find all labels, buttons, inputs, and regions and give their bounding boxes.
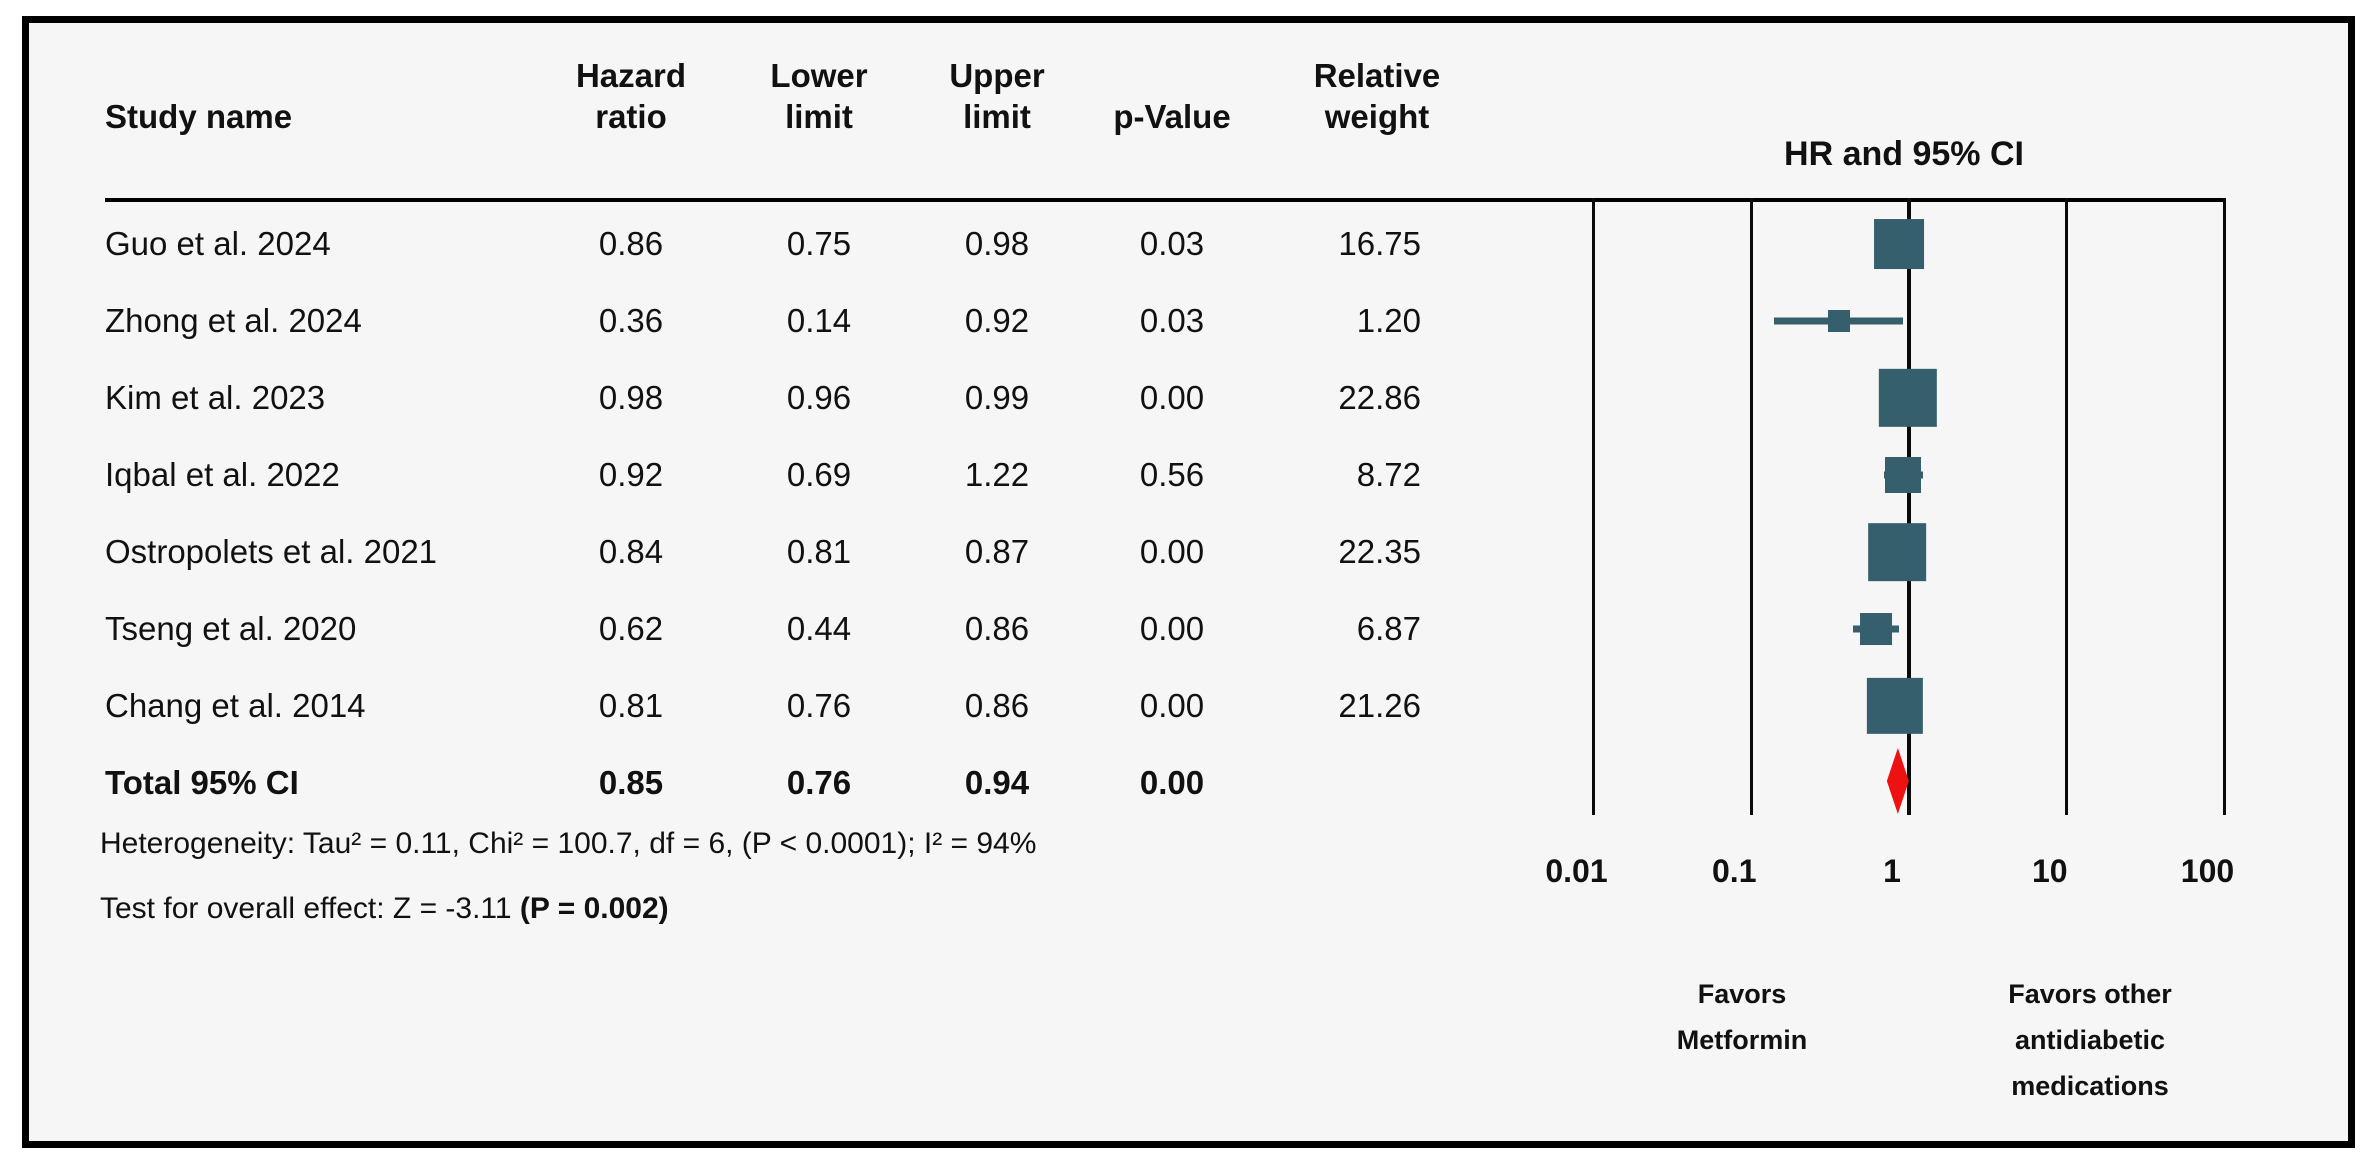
plot-title: HR and 95% CI <box>1784 135 2024 173</box>
study-name-cell: Guo et al. 2024 <box>105 225 331 262</box>
lower-limit-cell: 0.76 <box>786 764 852 801</box>
upper-limit-cell: 0.94 <box>964 764 1030 801</box>
hazard-ratio-cell: 0.36 <box>598 302 664 339</box>
lower-limit-cell: 0.81 <box>786 533 852 570</box>
table-row-total: Total 95% CI 0.85 0.76 0.94 0.00 <box>29 745 1449 822</box>
column-header-upper-limit: Upper limit <box>949 57 1045 135</box>
study-name-cell: Ostropolets et al. 2021 <box>105 533 438 570</box>
upper-limit-cell: 0.86 <box>964 610 1030 647</box>
hazard-ratio-cell: 0.81 <box>598 687 664 724</box>
axis-tick-label: 100 <box>2180 853 2235 889</box>
hr-point-marker <box>1868 523 1926 581</box>
axis-gridline <box>2065 198 2069 815</box>
hr-point-marker <box>1878 368 1937 428</box>
study-name-cell: Zhong et al. 2024 <box>105 302 362 339</box>
axis-gridline <box>1907 198 1911 815</box>
table-row: Guo et al. 2024 0.86 0.75 0.98 0.03 16.75 <box>29 206 1449 283</box>
hr-point-marker <box>1828 310 1850 332</box>
hazard-ratio-cell: 0.84 <box>598 533 664 570</box>
p-value-cell: 0.00 <box>1139 379 1205 416</box>
p-value-cell: 0.03 <box>1139 225 1205 262</box>
relative-weight-cell: 1.20 <box>1356 302 1421 339</box>
hr-point-marker <box>1885 456 1922 494</box>
study-name-cell: Total 95% CI <box>105 764 299 801</box>
p-value-cell: 0.00 <box>1139 533 1205 570</box>
hr-point-marker <box>1866 677 1923 735</box>
total-diamond-marker <box>1886 748 1909 814</box>
column-header-hazard-ratio: Hazard ratio <box>575 57 687 135</box>
column-header-lower-limit: Lower limit <box>770 57 868 135</box>
table-row: Chang et al. 2014 0.81 0.76 0.86 0.00 21.26 <box>29 668 1449 745</box>
hazard-ratio-cell: 0.98 <box>598 379 664 416</box>
table-row: Tseng et al. 2020 0.62 0.44 0.86 0.00 6.87 <box>29 591 1449 668</box>
lower-limit-cell: 0.76 <box>786 687 852 724</box>
p-value-cell: 0.00 <box>1139 610 1205 647</box>
column-header-study-name: Study name <box>105 98 293 135</box>
lower-limit-cell: 0.96 <box>786 379 852 416</box>
axis-gridline <box>2223 198 2226 815</box>
axis-tick-label: 1 <box>1883 853 1901 889</box>
table-row: Iqbal et al. 2022 0.92 0.69 1.22 0.56 8.72 <box>29 437 1449 514</box>
lower-limit-cell: 0.14 <box>786 302 852 339</box>
lower-limit-cell: 0.44 <box>786 610 852 647</box>
table-row: Zhong et al. 2024 0.36 0.14 0.92 0.03 1.20 <box>29 283 1449 360</box>
relative-weight-cell: 22.35 <box>1338 533 1421 570</box>
hazard-ratio-cell: 0.92 <box>598 456 664 493</box>
axis-gridline <box>1592 198 1595 815</box>
p-value-cell: 0.00 <box>1139 764 1205 801</box>
axis-tick-label: 0.01 <box>1545 853 1608 889</box>
p-value-cell: 0.03 <box>1139 302 1205 339</box>
relative-weight-cell: 22.86 <box>1338 379 1421 416</box>
column-header-p-value: p-Value <box>1113 98 1231 135</box>
upper-limit-cell: 0.86 <box>964 687 1030 724</box>
relative-weight-cell: 16.75 <box>1338 225 1421 262</box>
column-header-relative-weight: Relative weight <box>1313 57 1441 135</box>
upper-limit-cell: 1.22 <box>964 456 1030 493</box>
lower-limit-cell: 0.69 <box>786 456 852 493</box>
relative-weight-cell: 8.72 <box>1356 456 1421 493</box>
hazard-ratio-cell: 0.85 <box>598 764 664 801</box>
hazard-ratio-cell: 0.86 <box>598 225 664 262</box>
header-rule <box>105 198 2224 202</box>
axis-tick-label: 0.1 <box>1712 853 1757 889</box>
p-value-cell: 0.56 <box>1139 456 1205 493</box>
hazard-ratio-cell: 0.62 <box>598 610 664 647</box>
upper-limit-cell: 0.87 <box>964 533 1030 570</box>
p-value-cell: 0.00 <box>1139 687 1205 724</box>
figure-frame: Study name Hazard ratio Lower limit Uppe… <box>22 16 2355 1148</box>
study-name-cell: Kim et al. 2023 <box>105 379 326 416</box>
upper-limit-cell: 0.92 <box>964 302 1030 339</box>
lower-limit-cell: 0.75 <box>786 225 852 262</box>
axis-gridline <box>1749 198 1753 815</box>
axis-tick-label: 10 <box>2031 853 2068 889</box>
hr-point-marker <box>1873 219 1924 269</box>
heterogeneity-note: Heterogeneity: Tau² = 0.11, Chi² = 100.7… <box>100 827 1037 860</box>
study-name-cell: Tseng et al. 2020 <box>105 610 357 647</box>
overall-effect-note: Test for overall effect: Z = -3.11 (P = … <box>100 892 669 926</box>
table-row: Kim et al. 2023 0.98 0.96 0.99 0.00 22.86 <box>29 360 1449 437</box>
upper-limit-cell: 0.99 <box>964 379 1030 416</box>
relative-weight-cell: 21.26 <box>1338 687 1421 724</box>
upper-limit-cell: 0.98 <box>964 225 1030 262</box>
hr-point-marker <box>1860 613 1893 645</box>
table-row: Ostropolets et al. 2021 0.84 0.81 0.87 0.00 2… <box>29 514 1449 591</box>
study-name-cell: Iqbal et al. 2022 <box>105 456 340 493</box>
relative-weight-cell: 6.87 <box>1356 610 1421 647</box>
study-name-cell: Chang et al. 2014 <box>105 687 366 724</box>
overall-effect-text: Test for overall effect: Z = -3.11 <box>100 892 520 925</box>
overall-effect-pvalue: (P = 0.002) <box>519 892 669 925</box>
favors-right-label: Favors other antidiabetic medications <box>2008 979 2172 1101</box>
favors-left-label: Favors Metformin <box>1676 979 1808 1055</box>
